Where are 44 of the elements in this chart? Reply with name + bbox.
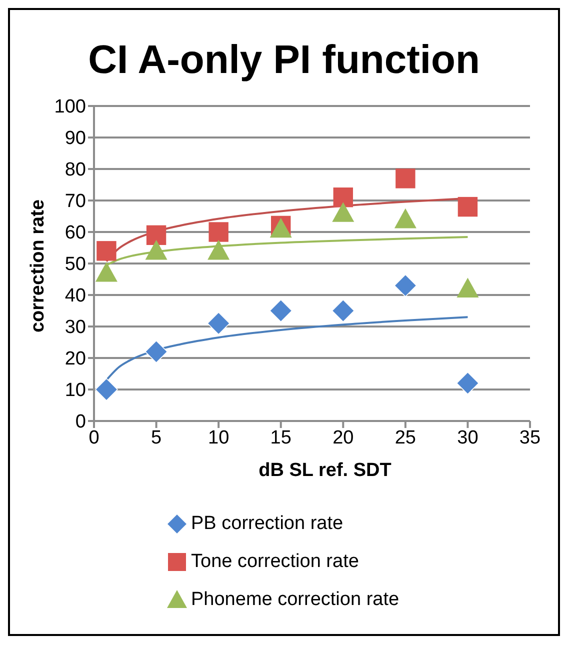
x-tick-label: 35 <box>519 427 541 448</box>
x-tick-label: 20 <box>332 427 354 448</box>
x-tick-label: 15 <box>270 427 292 448</box>
y-tick-label: 80 <box>64 160 86 181</box>
y-tick-label: 0 <box>75 412 86 433</box>
x-tick-label: 10 <box>208 427 230 448</box>
x-tick-label: 0 <box>88 427 100 448</box>
point <box>456 278 479 298</box>
y-tick-label: 40 <box>64 286 86 307</box>
point <box>207 312 230 335</box>
point <box>145 240 168 260</box>
point <box>394 274 417 297</box>
y-tick-label: 70 <box>64 191 86 212</box>
point <box>208 240 230 260</box>
point <box>456 372 480 395</box>
y-tick-label: 60 <box>64 222 86 244</box>
legend-label: Tone correction rate <box>191 551 359 573</box>
point <box>333 188 353 208</box>
point <box>146 225 166 245</box>
point <box>332 202 354 222</box>
x-tick-label: 25 <box>394 427 416 448</box>
point <box>332 299 355 322</box>
x-tick-label: 30 <box>457 427 478 448</box>
y-tick-label: 20 <box>64 348 86 370</box>
point <box>144 340 168 364</box>
y-tick-label: 10 <box>64 380 86 402</box>
y-axis-title: correction rate <box>28 199 50 333</box>
point <box>95 262 118 282</box>
point <box>269 299 292 322</box>
point <box>396 168 416 188</box>
legend-label: Phoneme correction rate <box>191 589 400 611</box>
y-tick-label: 100 <box>54 96 86 118</box>
y-tick-label: 90 <box>64 128 86 150</box>
legend-label: PB correction rate <box>191 513 344 535</box>
point <box>208 222 228 242</box>
chart-title: CI A-only PI function <box>87 38 481 84</box>
x-tick-label: 5 <box>150 427 162 448</box>
point <box>458 196 478 217</box>
y-tick-label: 50 <box>64 254 86 276</box>
point <box>95 378 118 401</box>
point <box>394 208 416 228</box>
y-tick-label: 30 <box>64 317 86 338</box>
point <box>96 241 116 261</box>
x-axis-title: dB SL ref. SDT <box>258 460 392 482</box>
